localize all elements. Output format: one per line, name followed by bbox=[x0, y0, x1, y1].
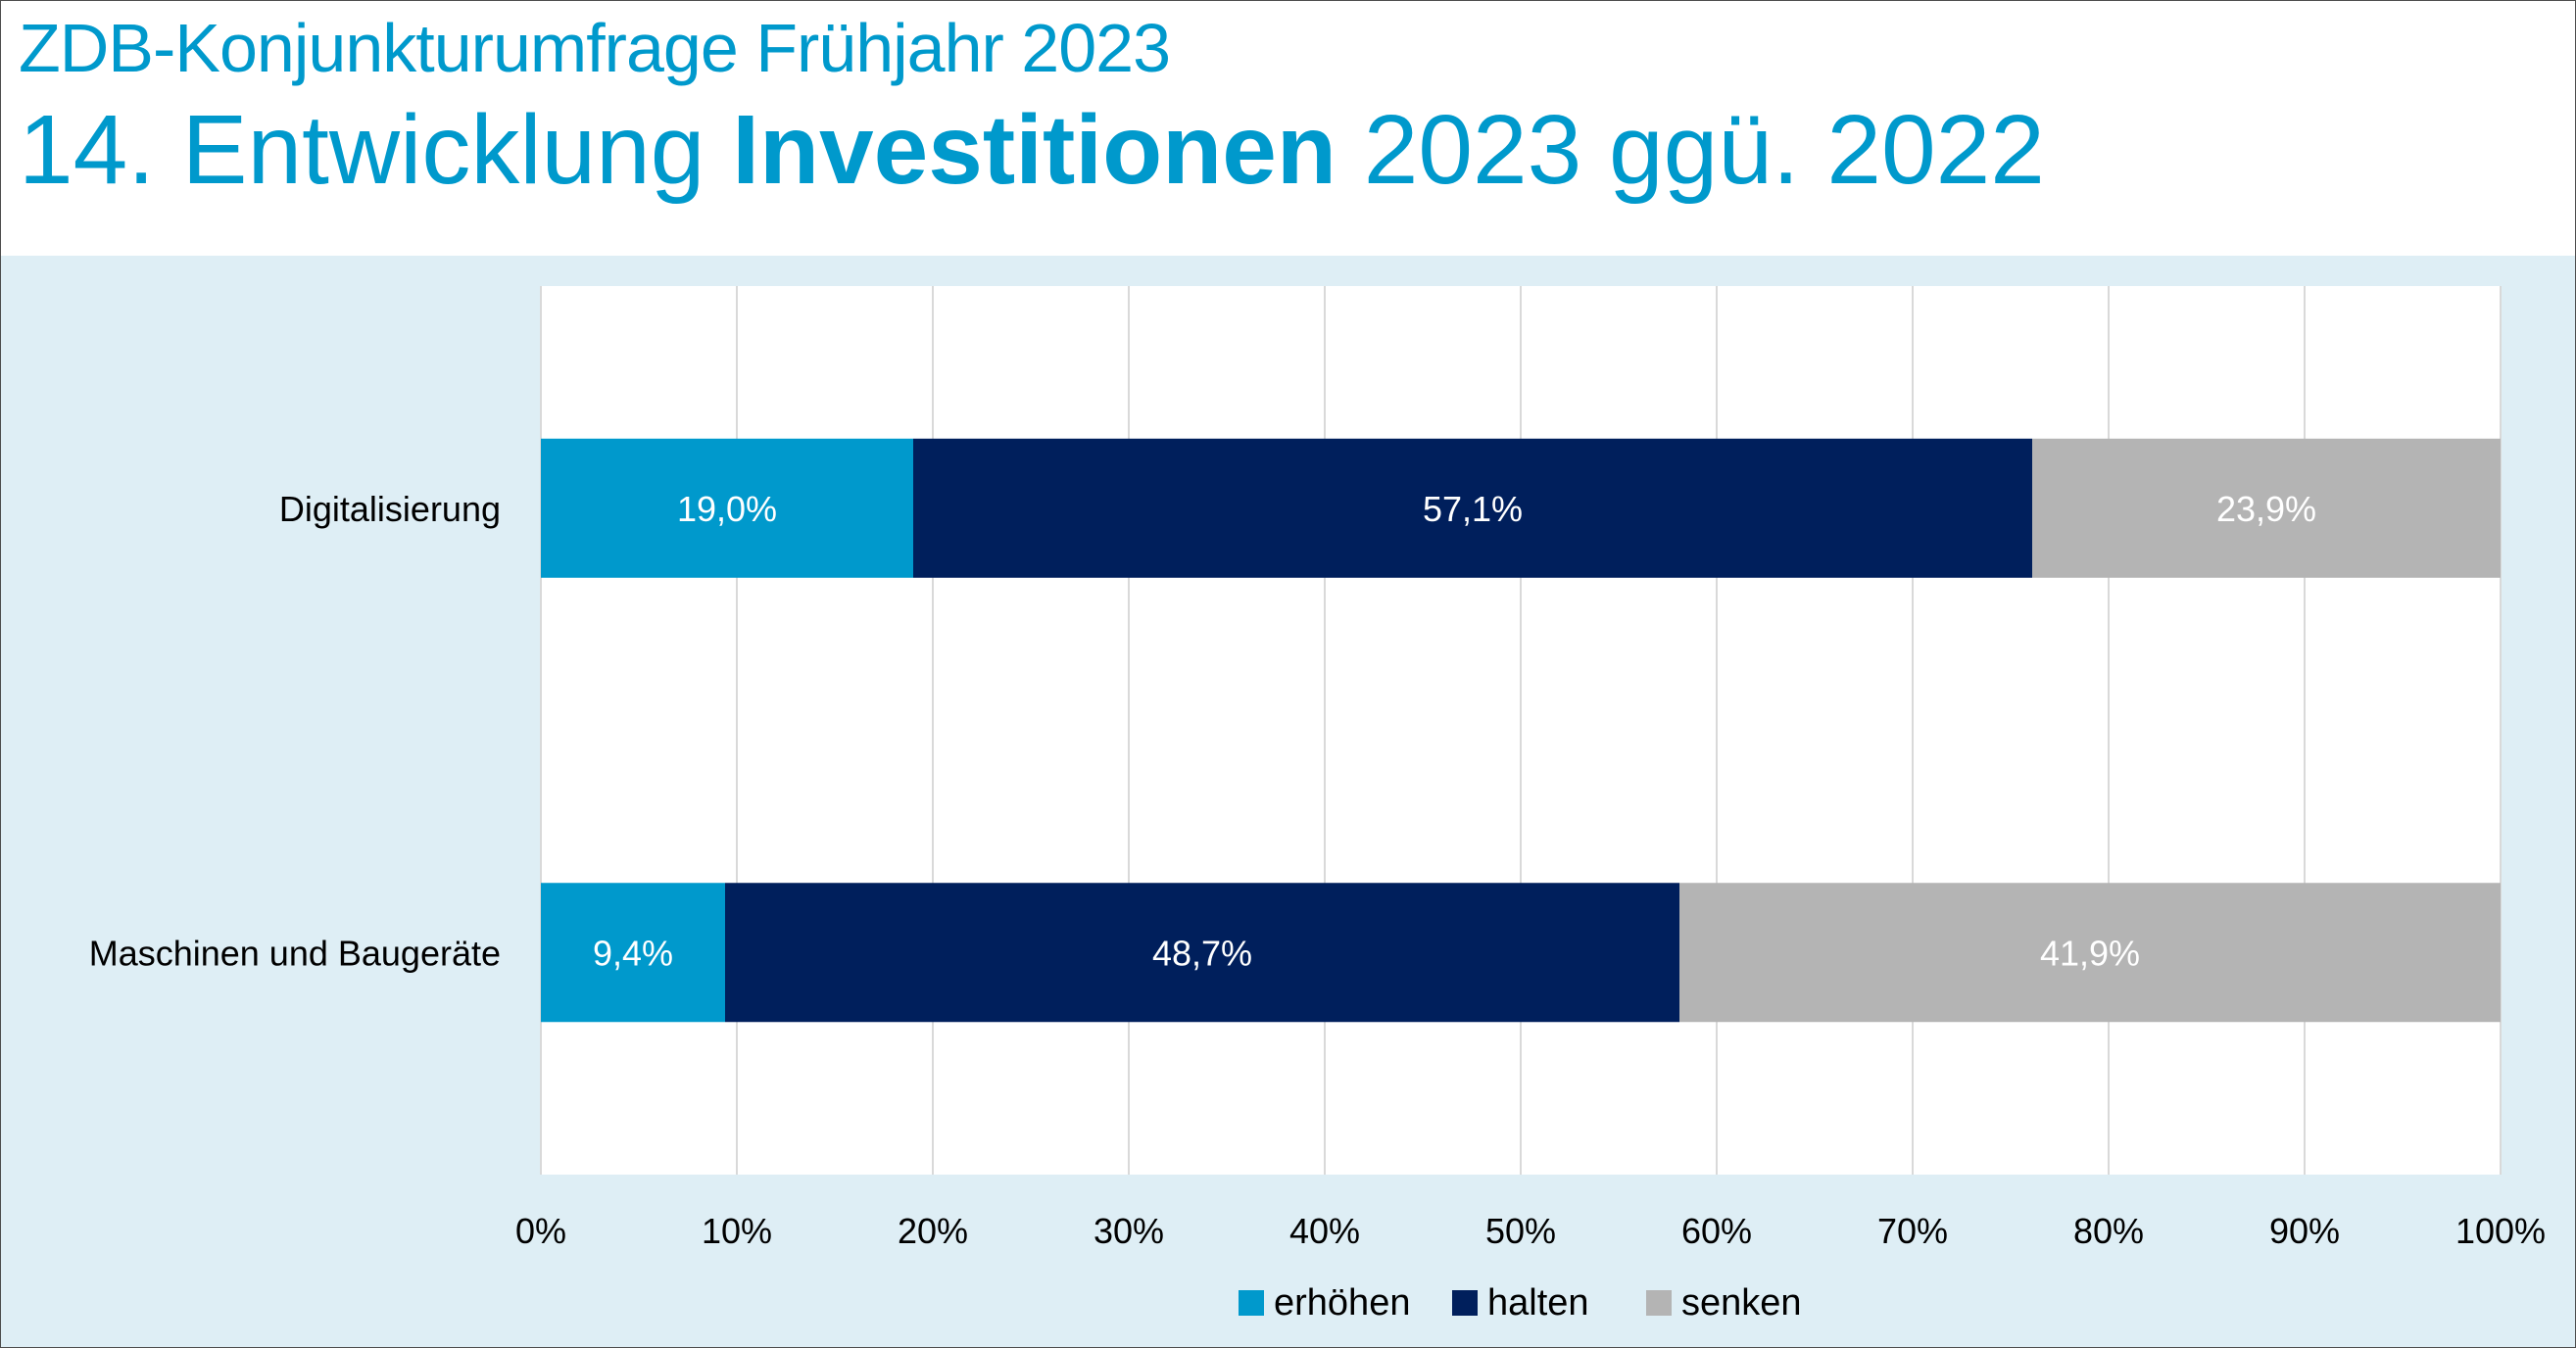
legend-label: senken bbox=[1681, 1282, 1802, 1324]
bar-segment bbox=[2032, 438, 2501, 578]
legend-swatch bbox=[1239, 1290, 1264, 1316]
data-label: 23,9% bbox=[2216, 489, 2316, 529]
data-label: 57,1% bbox=[1423, 489, 1523, 529]
x-tick-label: 70% bbox=[1877, 1211, 1948, 1251]
x-tick-label: 50% bbox=[1485, 1211, 1556, 1251]
legend-swatch bbox=[1452, 1290, 1478, 1316]
x-tick-label: 60% bbox=[1681, 1211, 1752, 1251]
bar-segment bbox=[913, 438, 2032, 578]
x-tick-label: 20% bbox=[898, 1211, 968, 1251]
slide-header: ZDB-Konjunkturumfrage Frühjahr 2023 14. … bbox=[1, 1, 2575, 253]
x-tick-label: 80% bbox=[2073, 1211, 2144, 1251]
bar-segment bbox=[541, 438, 913, 578]
slide-title: 14. Entwicklung Investitionen 2023 ggü. … bbox=[19, 94, 2045, 207]
x-tick-label: 30% bbox=[1094, 1211, 1164, 1251]
bar-segment bbox=[541, 883, 725, 1023]
title-bold: Investitionen bbox=[732, 95, 1337, 205]
data-label: 19,0% bbox=[677, 489, 777, 529]
x-tick-label: 100% bbox=[2455, 1211, 2546, 1251]
bar-segment bbox=[1679, 883, 2501, 1023]
bar-segment bbox=[725, 883, 1679, 1023]
legend-label: erhöhen bbox=[1274, 1282, 1410, 1324]
category-label: Digitalisierung bbox=[279, 489, 501, 529]
data-label: 48,7% bbox=[1152, 933, 1252, 973]
legend-swatch bbox=[1646, 1290, 1672, 1316]
x-tick-label: 0% bbox=[515, 1211, 566, 1251]
legend-label: halten bbox=[1487, 1282, 1589, 1324]
data-label: 41,9% bbox=[2040, 933, 2140, 973]
slide-subtitle: ZDB-Konjunkturumfrage Frühjahr 2023 bbox=[19, 10, 1171, 86]
title-suffix: 2023 ggü. 2022 bbox=[1336, 95, 2045, 205]
x-tick-label: 10% bbox=[702, 1211, 772, 1251]
title-prefix: 14. Entwicklung bbox=[19, 95, 733, 205]
data-label: 9,4% bbox=[593, 933, 673, 973]
x-tick-label: 90% bbox=[2269, 1211, 2340, 1251]
x-tick-label: 40% bbox=[1289, 1211, 1360, 1251]
category-label: Maschinen und Baugeräte bbox=[89, 933, 501, 973]
